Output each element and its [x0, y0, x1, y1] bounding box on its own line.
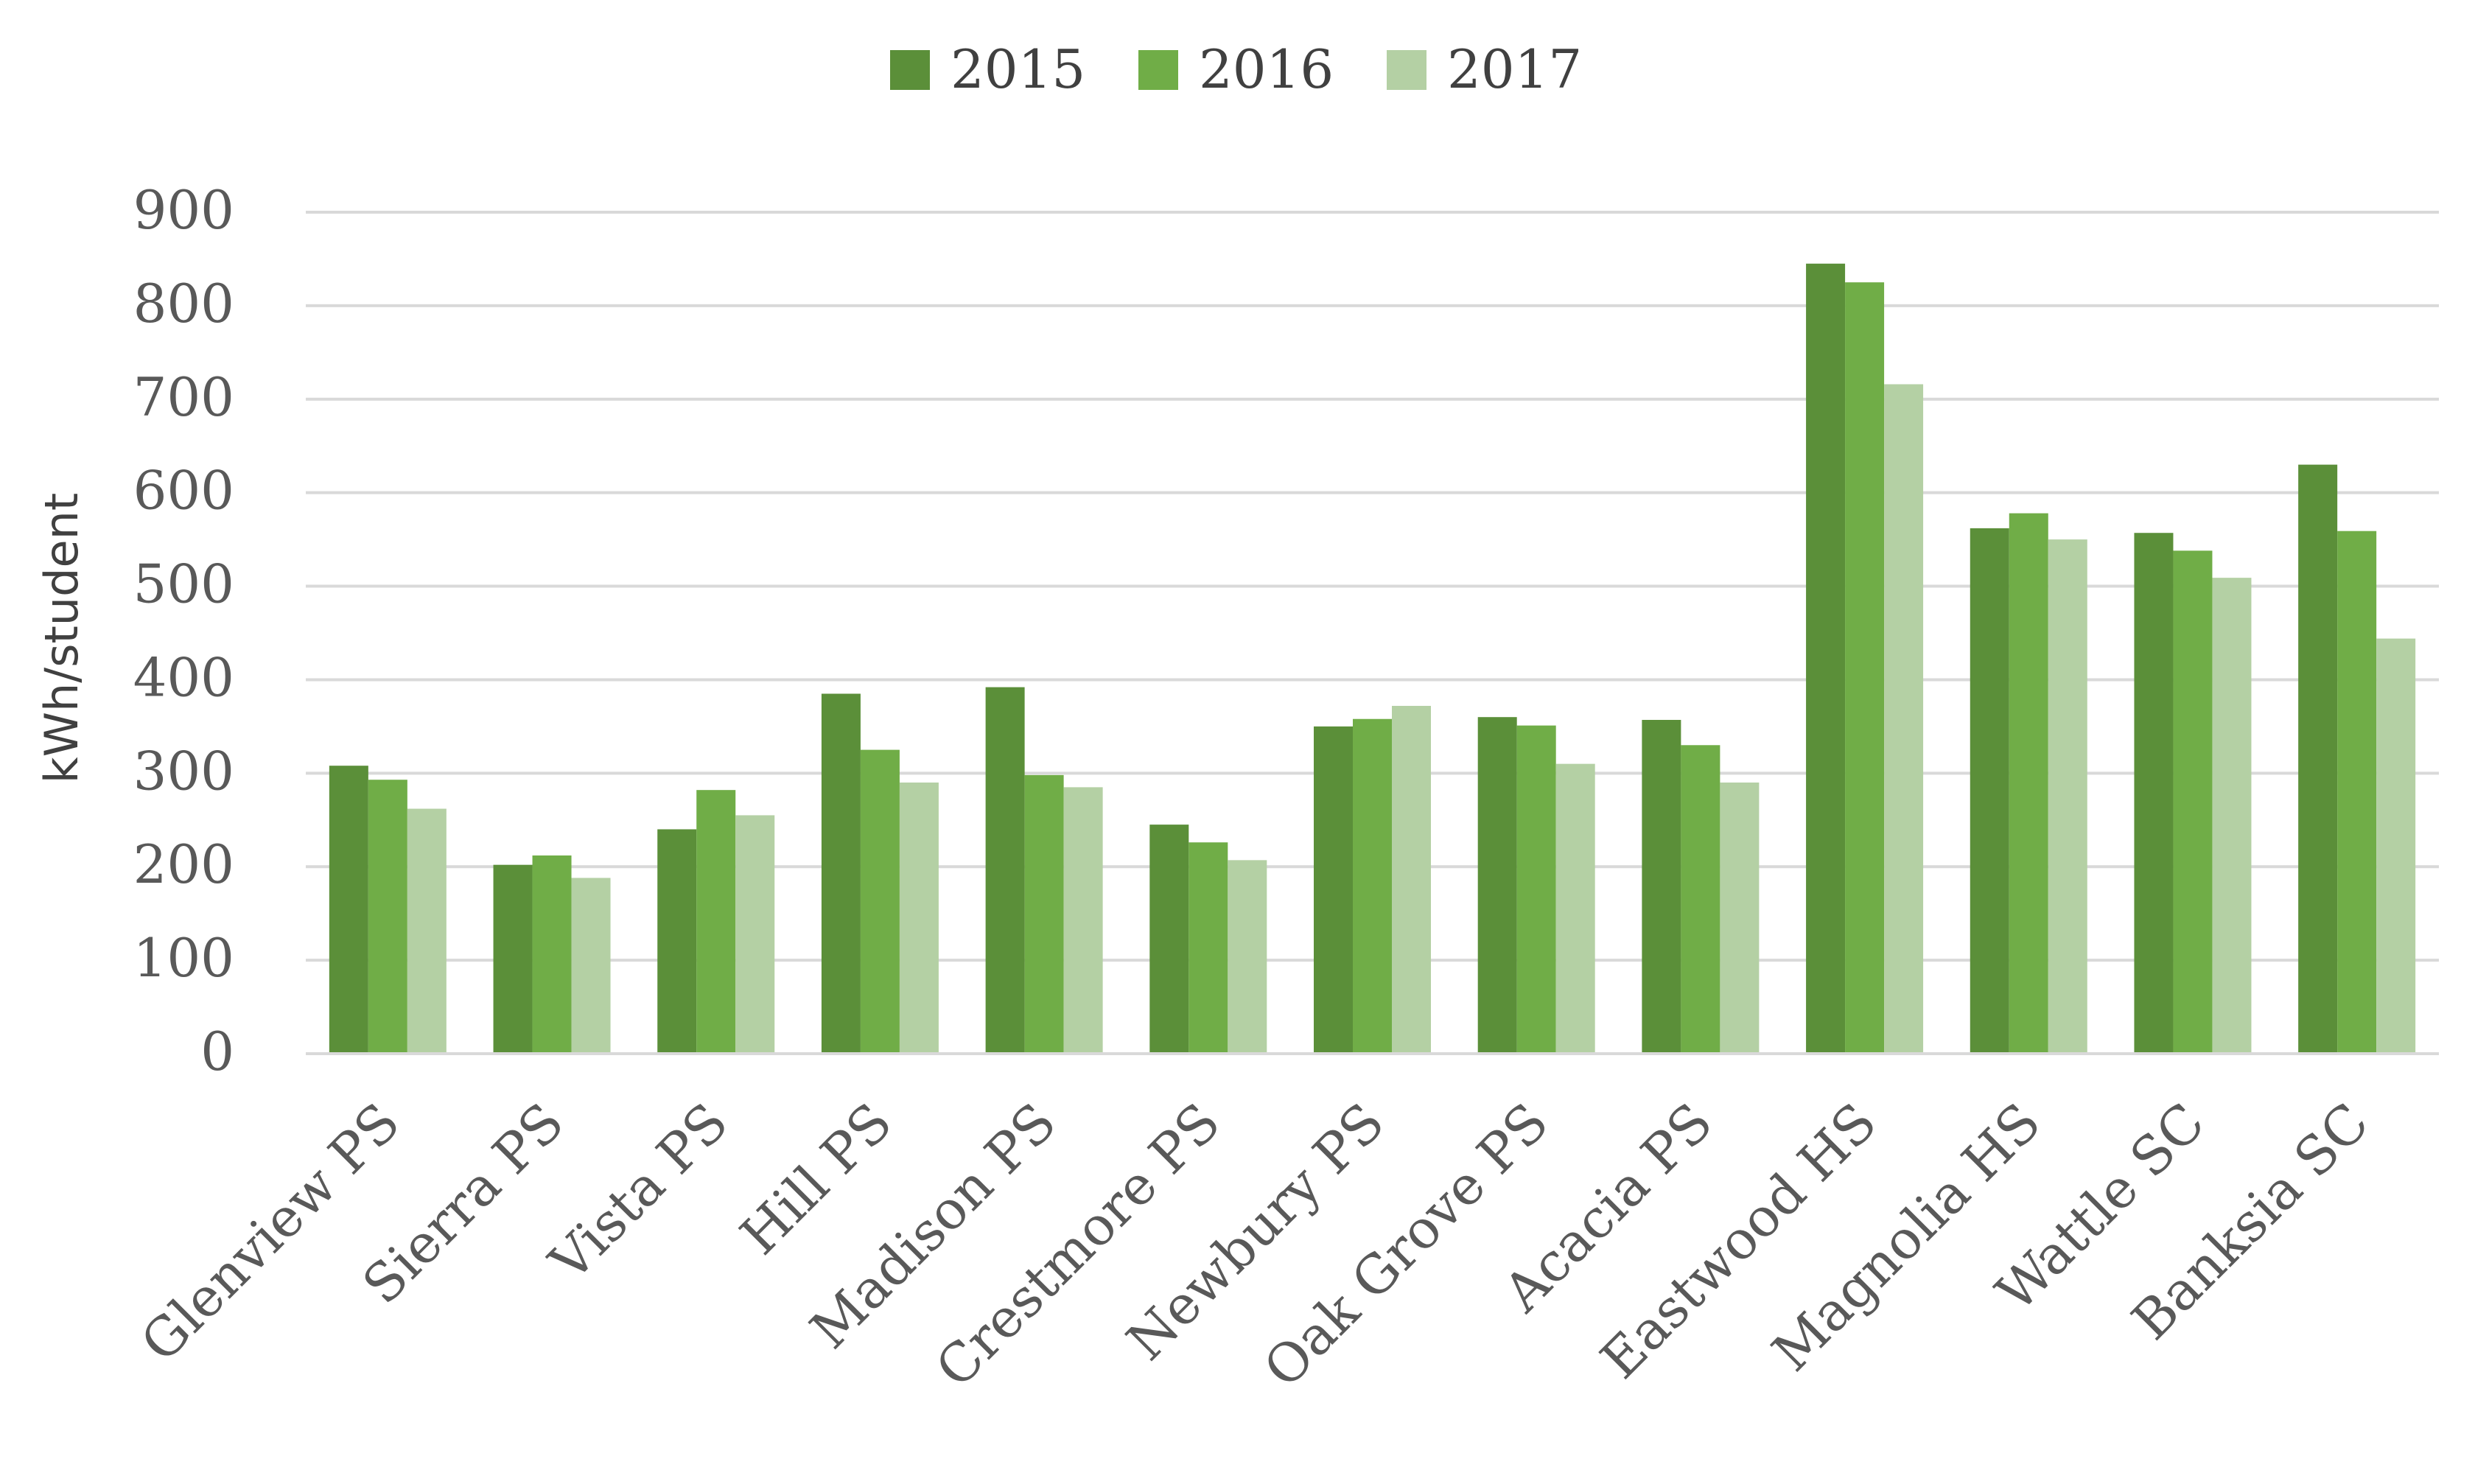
bar-2016-magnolia-hs — [2009, 513, 2048, 1054]
bar-2017-sierra-ps — [571, 878, 611, 1054]
legend-swatch — [1138, 50, 1178, 90]
bar-2015-acacia-ps — [1642, 720, 1681, 1054]
x-tick-label: Glenview PS — [129, 1091, 411, 1373]
bar-2016-glenview-ps — [368, 780, 407, 1054]
bar-2017-wattle-sc — [2212, 578, 2252, 1054]
bar-2015-madison-ps — [985, 687, 1025, 1054]
bar-2017-acacia-ps — [1720, 783, 1760, 1054]
legend-label: 2016 — [1199, 38, 1334, 100]
bar-2016-newbury-ps — [1353, 718, 1392, 1054]
bar-2017-glenview-ps — [407, 808, 447, 1054]
bar-2015-oak-grove-ps — [1477, 717, 1517, 1054]
y-tick-label: 700 — [133, 366, 234, 428]
y-tick-label: 500 — [133, 553, 234, 615]
bar-2015-banksia-sc — [2298, 464, 2338, 1054]
y-tick-label: 800 — [133, 273, 234, 335]
bar-2016-eastwood-hs — [1845, 282, 1885, 1054]
bar-2015-crestmore-ps — [1149, 825, 1189, 1054]
y-tick-label: 300 — [133, 740, 234, 802]
x-tick-label: Oak Grove PS — [1252, 1091, 1560, 1399]
bars — [329, 263, 2416, 1054]
y-tick-label: 600 — [133, 460, 234, 522]
bar-2016-acacia-ps — [1681, 745, 1720, 1054]
x-tick-label: Eastwood HS — [1589, 1091, 1888, 1390]
bar-2016-vista-ps — [696, 790, 736, 1054]
y-tick-label: 0 — [200, 1021, 234, 1082]
bar-2017-newbury-ps — [1392, 705, 1431, 1054]
bar-2015-sierra-ps — [493, 864, 533, 1054]
y-tick-label: 200 — [133, 833, 234, 895]
bar-2016-hill-ps — [860, 749, 900, 1054]
bar-2016-madison-ps — [1024, 774, 1064, 1054]
bar-2017-eastwood-hs — [1884, 384, 1924, 1054]
bar-2016-crestmore-ps — [1189, 842, 1228, 1054]
y-axis-ticks: 0 100 200 300 400 500 600 700 800 900 — [133, 179, 234, 1082]
bar-2015-eastwood-hs — [1806, 263, 1846, 1054]
bar-2017-crestmore-ps — [1228, 860, 1267, 1054]
bar-2017-banksia-sc — [2376, 638, 2416, 1054]
x-tick-label: Vista PS — [537, 1091, 740, 1294]
y-axis-title: kWh/student — [35, 493, 88, 783]
bar-2015-newbury-ps — [1314, 726, 1353, 1054]
legend-label: 2017 — [1447, 38, 1582, 100]
bar-2015-glenview-ps — [329, 766, 368, 1054]
y-tick-label: 900 — [133, 179, 234, 241]
legend: 2015 2016 2017 — [890, 38, 1582, 100]
bar-2015-magnolia-hs — [1970, 528, 2009, 1054]
bar-2017-hill-ps — [899, 783, 939, 1054]
bar-2015-wattle-sc — [2134, 533, 2174, 1054]
bar-2017-magnolia-hs — [2048, 539, 2087, 1054]
y-tick-label: 100 — [133, 927, 234, 989]
legend-swatch — [1387, 50, 1426, 90]
x-tick-label: Crestmore PS — [924, 1091, 1232, 1399]
bar-2016-sierra-ps — [532, 855, 572, 1054]
bar-2016-oak-grove-ps — [1516, 725, 1556, 1054]
bar-2016-banksia-sc — [2337, 531, 2377, 1054]
legend-label: 2015 — [951, 38, 1085, 100]
legend-swatch — [890, 50, 930, 90]
y-tick-label: 400 — [133, 646, 234, 708]
bar-2017-madison-ps — [1063, 787, 1103, 1054]
bar-2015-vista-ps — [657, 829, 697, 1054]
bar-2016-wattle-sc — [2173, 550, 2213, 1054]
bar-2015-hill-ps — [821, 693, 861, 1054]
bar-2017-vista-ps — [735, 815, 775, 1054]
bar-2017-oak-grove-ps — [1555, 763, 1595, 1054]
